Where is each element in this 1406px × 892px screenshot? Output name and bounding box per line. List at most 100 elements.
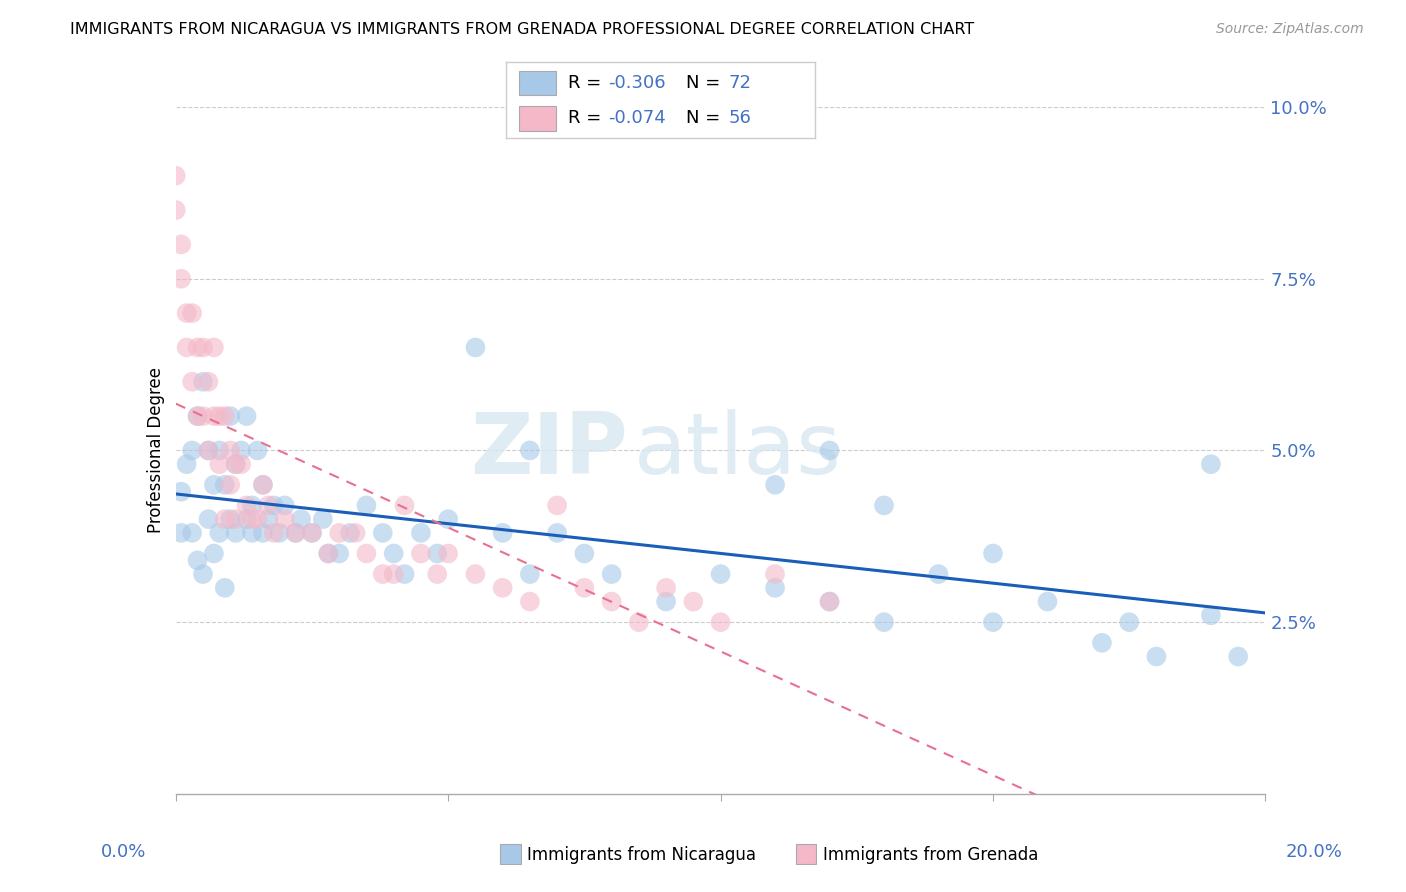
Point	[328, 525, 350, 540]
Point	[382, 567, 405, 582]
Point	[252, 525, 274, 540]
Point	[409, 546, 432, 561]
FancyBboxPatch shape	[796, 844, 815, 864]
Point	[356, 546, 378, 561]
Text: Source: ZipAtlas.com: Source: ZipAtlas.com	[1216, 22, 1364, 37]
Text: -0.074: -0.074	[609, 109, 666, 127]
Point	[214, 409, 236, 423]
Point	[197, 375, 219, 389]
Point	[574, 546, 596, 561]
Point	[339, 525, 361, 540]
Point	[655, 581, 678, 595]
Point	[600, 567, 623, 582]
Point	[181, 525, 204, 540]
Point	[219, 478, 242, 492]
Point	[191, 567, 214, 582]
Point	[165, 202, 187, 217]
Point	[301, 525, 323, 540]
Point	[235, 499, 257, 513]
Point	[710, 567, 733, 582]
Text: IMMIGRANTS FROM NICARAGUA VS IMMIGRANTS FROM GRENADA PROFESSIONAL DEGREE CORRELA: IMMIGRANTS FROM NICARAGUA VS IMMIGRANTS …	[70, 22, 974, 37]
Point	[214, 478, 236, 492]
Point	[763, 567, 786, 582]
Text: R =: R =	[568, 74, 607, 92]
Point	[763, 581, 786, 595]
Point	[1091, 636, 1114, 650]
Point	[655, 594, 678, 608]
Point	[464, 567, 486, 582]
Point	[225, 457, 247, 471]
Point	[818, 594, 841, 608]
Point	[186, 409, 209, 423]
Point	[181, 375, 204, 389]
Text: 72: 72	[728, 74, 752, 92]
Point	[191, 375, 214, 389]
Point	[186, 553, 209, 567]
Point	[873, 615, 896, 630]
Text: R =: R =	[568, 109, 607, 127]
Point	[873, 499, 896, 513]
FancyBboxPatch shape	[501, 844, 520, 864]
Point	[818, 443, 841, 458]
Text: -0.306: -0.306	[609, 74, 666, 92]
Point	[170, 484, 193, 499]
Point	[186, 340, 209, 354]
Point	[170, 271, 193, 285]
Point	[197, 443, 219, 458]
Point	[928, 567, 950, 582]
Text: Immigrants from Grenada: Immigrants from Grenada	[823, 846, 1038, 863]
Point	[219, 443, 242, 458]
Point	[1118, 615, 1140, 630]
Text: N =: N =	[686, 74, 725, 92]
Point	[231, 443, 253, 458]
Point	[214, 512, 236, 526]
Point	[235, 409, 257, 423]
Point	[246, 512, 269, 526]
Point	[252, 478, 274, 492]
Point	[290, 512, 312, 526]
Point	[492, 525, 515, 540]
Point	[1199, 608, 1222, 623]
Point	[219, 409, 242, 423]
Point	[546, 525, 568, 540]
Point	[240, 499, 263, 513]
FancyBboxPatch shape	[519, 106, 555, 130]
Point	[371, 525, 394, 540]
Point	[257, 512, 280, 526]
Point	[191, 409, 214, 423]
Point	[197, 512, 219, 526]
Point	[225, 525, 247, 540]
Point	[519, 594, 541, 608]
Point	[176, 306, 198, 320]
Point	[208, 443, 231, 458]
Point	[225, 512, 247, 526]
Point	[394, 567, 416, 582]
Text: N =: N =	[686, 109, 725, 127]
Point	[546, 499, 568, 513]
Point	[170, 525, 193, 540]
Point	[394, 499, 416, 513]
Point	[170, 237, 193, 252]
Point	[1199, 457, 1222, 471]
Point	[274, 499, 297, 513]
Point	[344, 525, 367, 540]
Text: 0.0%: 0.0%	[101, 843, 146, 861]
Point	[763, 478, 786, 492]
Point	[208, 525, 231, 540]
Point	[437, 512, 460, 526]
Point	[1227, 649, 1250, 664]
Point	[202, 478, 225, 492]
Point	[574, 581, 596, 595]
Point	[284, 525, 307, 540]
Point	[710, 615, 733, 630]
Point	[176, 457, 198, 471]
Point	[464, 340, 486, 354]
Point	[202, 340, 225, 354]
Point	[235, 512, 257, 526]
Point	[208, 409, 231, 423]
Text: 56: 56	[728, 109, 752, 127]
Text: ZIP: ZIP	[470, 409, 628, 492]
Point	[437, 546, 460, 561]
Point	[202, 546, 225, 561]
Point	[284, 525, 307, 540]
